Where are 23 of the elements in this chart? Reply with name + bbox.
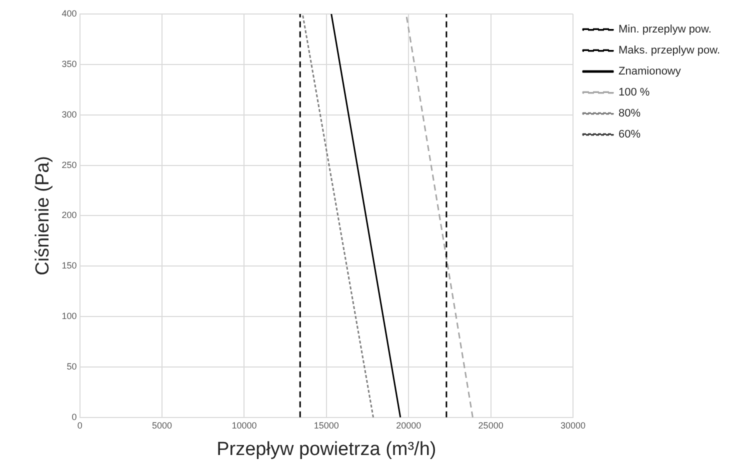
x-tick-label: 5000: [152, 420, 172, 430]
y-tick-label: 300: [62, 109, 77, 120]
y-tick-label: 150: [62, 260, 77, 271]
y-axis-title: Ciśnienie (Pa): [32, 156, 54, 276]
y-tick-label: 250: [62, 160, 77, 170]
x-tick-label: 25000: [478, 420, 504, 430]
legend-label: 100 %: [618, 86, 650, 99]
x-axis-title: Przepływ powietrza (m³/h): [216, 438, 436, 460]
legend-label: Znamionowy: [618, 66, 682, 78]
legend-label: Maks. przeplyw pow.: [618, 44, 720, 57]
x-tick-label: 10000: [232, 420, 257, 430]
x-tick-label: 20000: [396, 420, 422, 430]
y-tick-label: 200: [62, 210, 77, 220]
y-tick-label: 350: [62, 58, 77, 69]
legend-label: Min. przeplyw pow.: [618, 24, 712, 36]
legend-label: 80%: [618, 108, 641, 120]
legend-label: 60%: [618, 128, 641, 141]
y-tick-label: 50: [66, 361, 77, 372]
y-tick-label: 400: [62, 8, 77, 18]
x-tick-label: 30000: [560, 420, 586, 430]
y-tick-label: 0: [72, 412, 77, 422]
y-tick-label: 100: [62, 311, 77, 322]
x-tick-label: 15000: [314, 420, 339, 430]
